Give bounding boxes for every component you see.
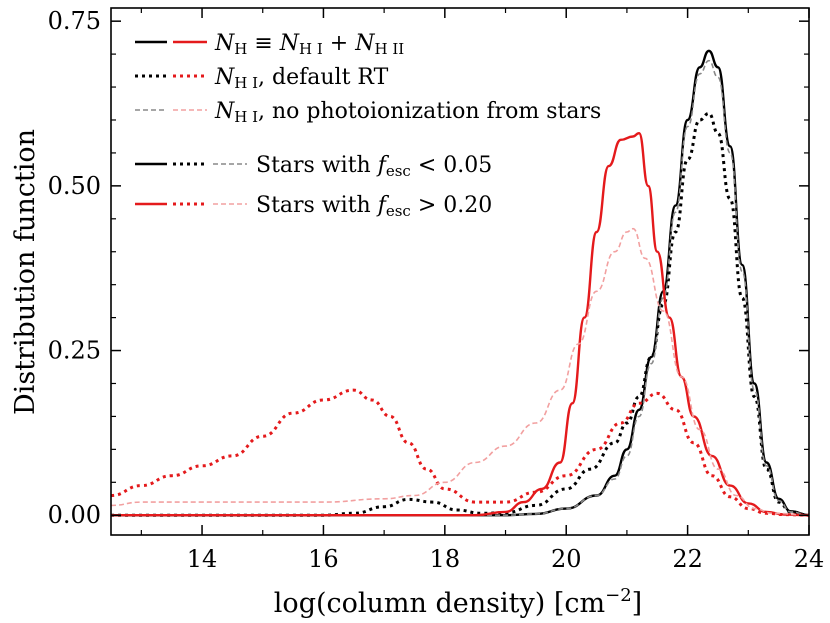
legend-nhi-default-sub: H I (234, 74, 258, 92)
x-tick-label-24: 24 (794, 545, 825, 573)
legend-high-sub: esc (386, 202, 411, 220)
legend-nhi-nophoto-rest: , no photoionization from stars (258, 99, 601, 124)
series-layer (110, 49, 810, 517)
legend-equiv: ≡ (247, 31, 279, 56)
series-line-5 (110, 388, 810, 517)
legend-high-prefix: Stars with (256, 193, 378, 218)
series-line-4 (111, 131, 810, 517)
x-axis-title-exponent: −2 (605, 585, 632, 606)
legend-nh-symbol: N (214, 31, 235, 56)
legend-label-nhi-default: NH I, default RT (214, 65, 389, 92)
legend-nh-sub: H (234, 40, 247, 58)
x-axis-title-close: ] (632, 588, 643, 619)
series-line-6 (110, 227, 810, 516)
x-tick-label-16: 16 (308, 545, 339, 573)
y-tick-label-0.75: 0.75 (48, 7, 101, 35)
series-line-3 (111, 59, 810, 517)
legend-nhii-sub: H II (374, 40, 404, 58)
legend-nhi-default-rest: , default RT (258, 65, 389, 90)
x-tick-label-18: 18 (430, 545, 461, 573)
y-tick-label-0.25: 0.25 (48, 337, 101, 365)
legend-label-nhi-nophoto: NH I, no photoionization from stars (214, 99, 601, 126)
y-axis-title: Distribution function (10, 129, 41, 415)
x-tick-label-22: 22 (672, 545, 703, 573)
legend-label-low-fesc: Stars with fesc < 0.05 (256, 153, 492, 180)
x-tick-label-20: 20 (551, 545, 582, 573)
legend: NH ≡ NH I + NH II NH I, default RT NH I,… (135, 31, 601, 220)
legend-nhi-nophoto-symbol: N (214, 99, 235, 124)
legend-nhi-symbol: N (279, 31, 300, 56)
x-axis-title: log(column density) [cm−2] (274, 585, 642, 619)
y-tick-label-0.50: 0.50 (48, 172, 101, 200)
legend-plus: + (323, 31, 355, 56)
y-tick-label-0.00: 0.00 (48, 501, 101, 529)
legend-nhii-symbol: N (354, 31, 375, 56)
legend-low-prefix: Stars with (256, 153, 378, 178)
legend-low-rest: < 0.05 (411, 153, 492, 178)
plot-frame (110, 7, 810, 536)
x-axis-title-main: log(column density) [cm (274, 588, 605, 619)
legend-label-high-fesc: Stars with fesc > 0.20 (256, 193, 492, 220)
legend-label-nh-total: NH ≡ NH I + NH II (214, 31, 404, 58)
legend-nhi-sub: H I (299, 40, 323, 58)
legend-low-sub: esc (386, 162, 411, 180)
legend-nhi-nophoto-sub: H I (234, 108, 258, 126)
legend-nhi-default-symbol: N (214, 65, 235, 90)
ticks-layer: 14 16 18 20 22 24 0.00 0.25 0.50 0.75 (48, 7, 825, 573)
legend-high-rest: > 0.20 (411, 193, 492, 218)
series-line-2 (111, 111, 810, 517)
x-tick-label-14: 14 (187, 545, 218, 573)
